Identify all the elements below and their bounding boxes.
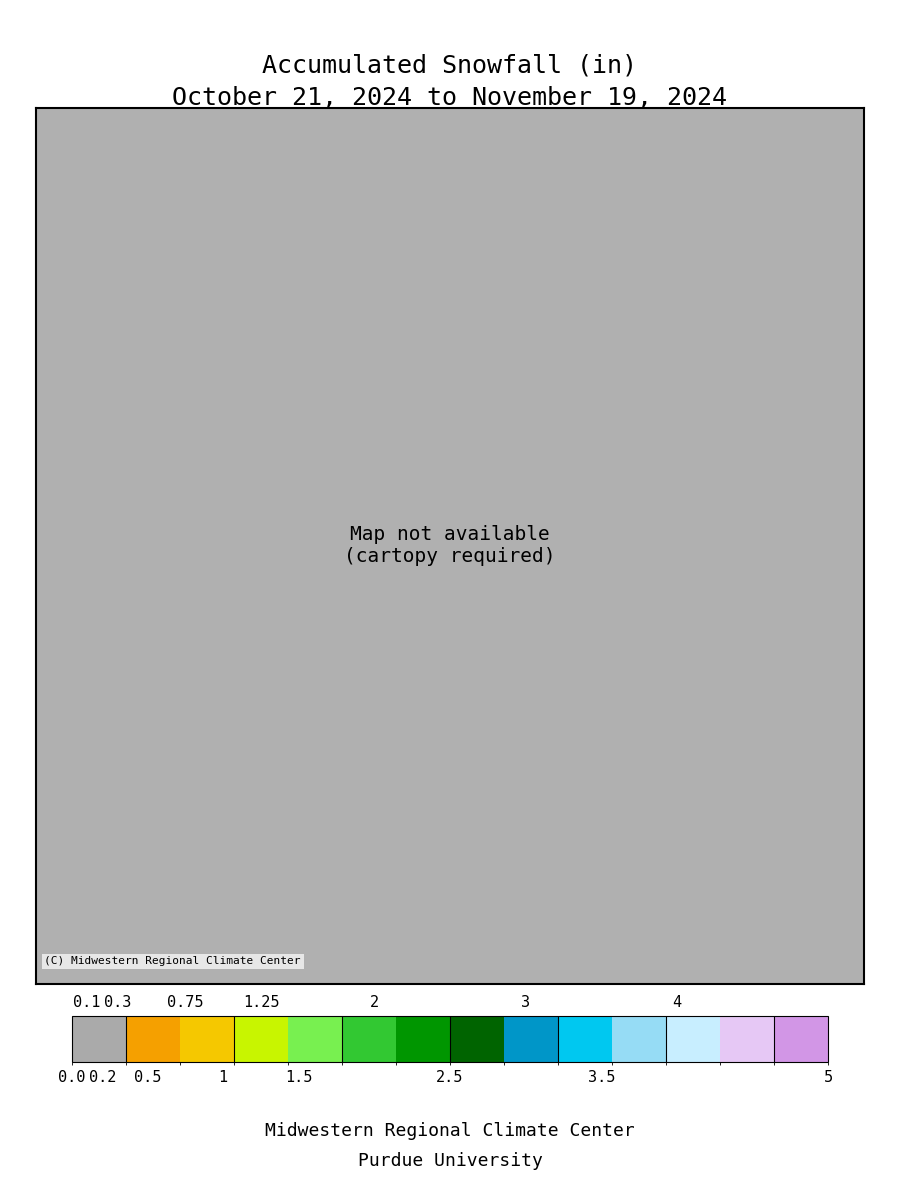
Text: 0.2: 0.2 bbox=[88, 1070, 116, 1085]
Text: 5: 5 bbox=[824, 1070, 832, 1085]
Text: 0.5: 0.5 bbox=[134, 1070, 161, 1085]
Text: 2.5: 2.5 bbox=[436, 1070, 464, 1085]
Text: Accumulated Snowfall (in): Accumulated Snowfall (in) bbox=[263, 54, 637, 78]
Text: Midwestern Regional Climate Center: Midwestern Regional Climate Center bbox=[266, 1122, 634, 1140]
Text: (C) Midwestern Regional Climate Center: (C) Midwestern Regional Climate Center bbox=[44, 956, 301, 966]
Text: 0.0: 0.0 bbox=[58, 1070, 86, 1085]
Text: Purdue University: Purdue University bbox=[357, 1152, 543, 1170]
Text: October 21, 2024 to November 19, 2024: October 21, 2024 to November 19, 2024 bbox=[173, 86, 727, 110]
Text: 1.25: 1.25 bbox=[243, 996, 279, 1010]
Text: 1.5: 1.5 bbox=[285, 1070, 312, 1085]
Text: 1: 1 bbox=[219, 1070, 228, 1085]
Text: 0.1: 0.1 bbox=[74, 996, 101, 1010]
Text: 2: 2 bbox=[370, 996, 379, 1010]
Text: 3: 3 bbox=[521, 996, 530, 1010]
Text: 0.3: 0.3 bbox=[104, 996, 131, 1010]
Text: 3.5: 3.5 bbox=[588, 1070, 615, 1085]
Text: 4: 4 bbox=[672, 996, 681, 1010]
Text: 0.75: 0.75 bbox=[167, 996, 203, 1010]
Text: Map not available
(cartopy required): Map not available (cartopy required) bbox=[345, 526, 556, 566]
